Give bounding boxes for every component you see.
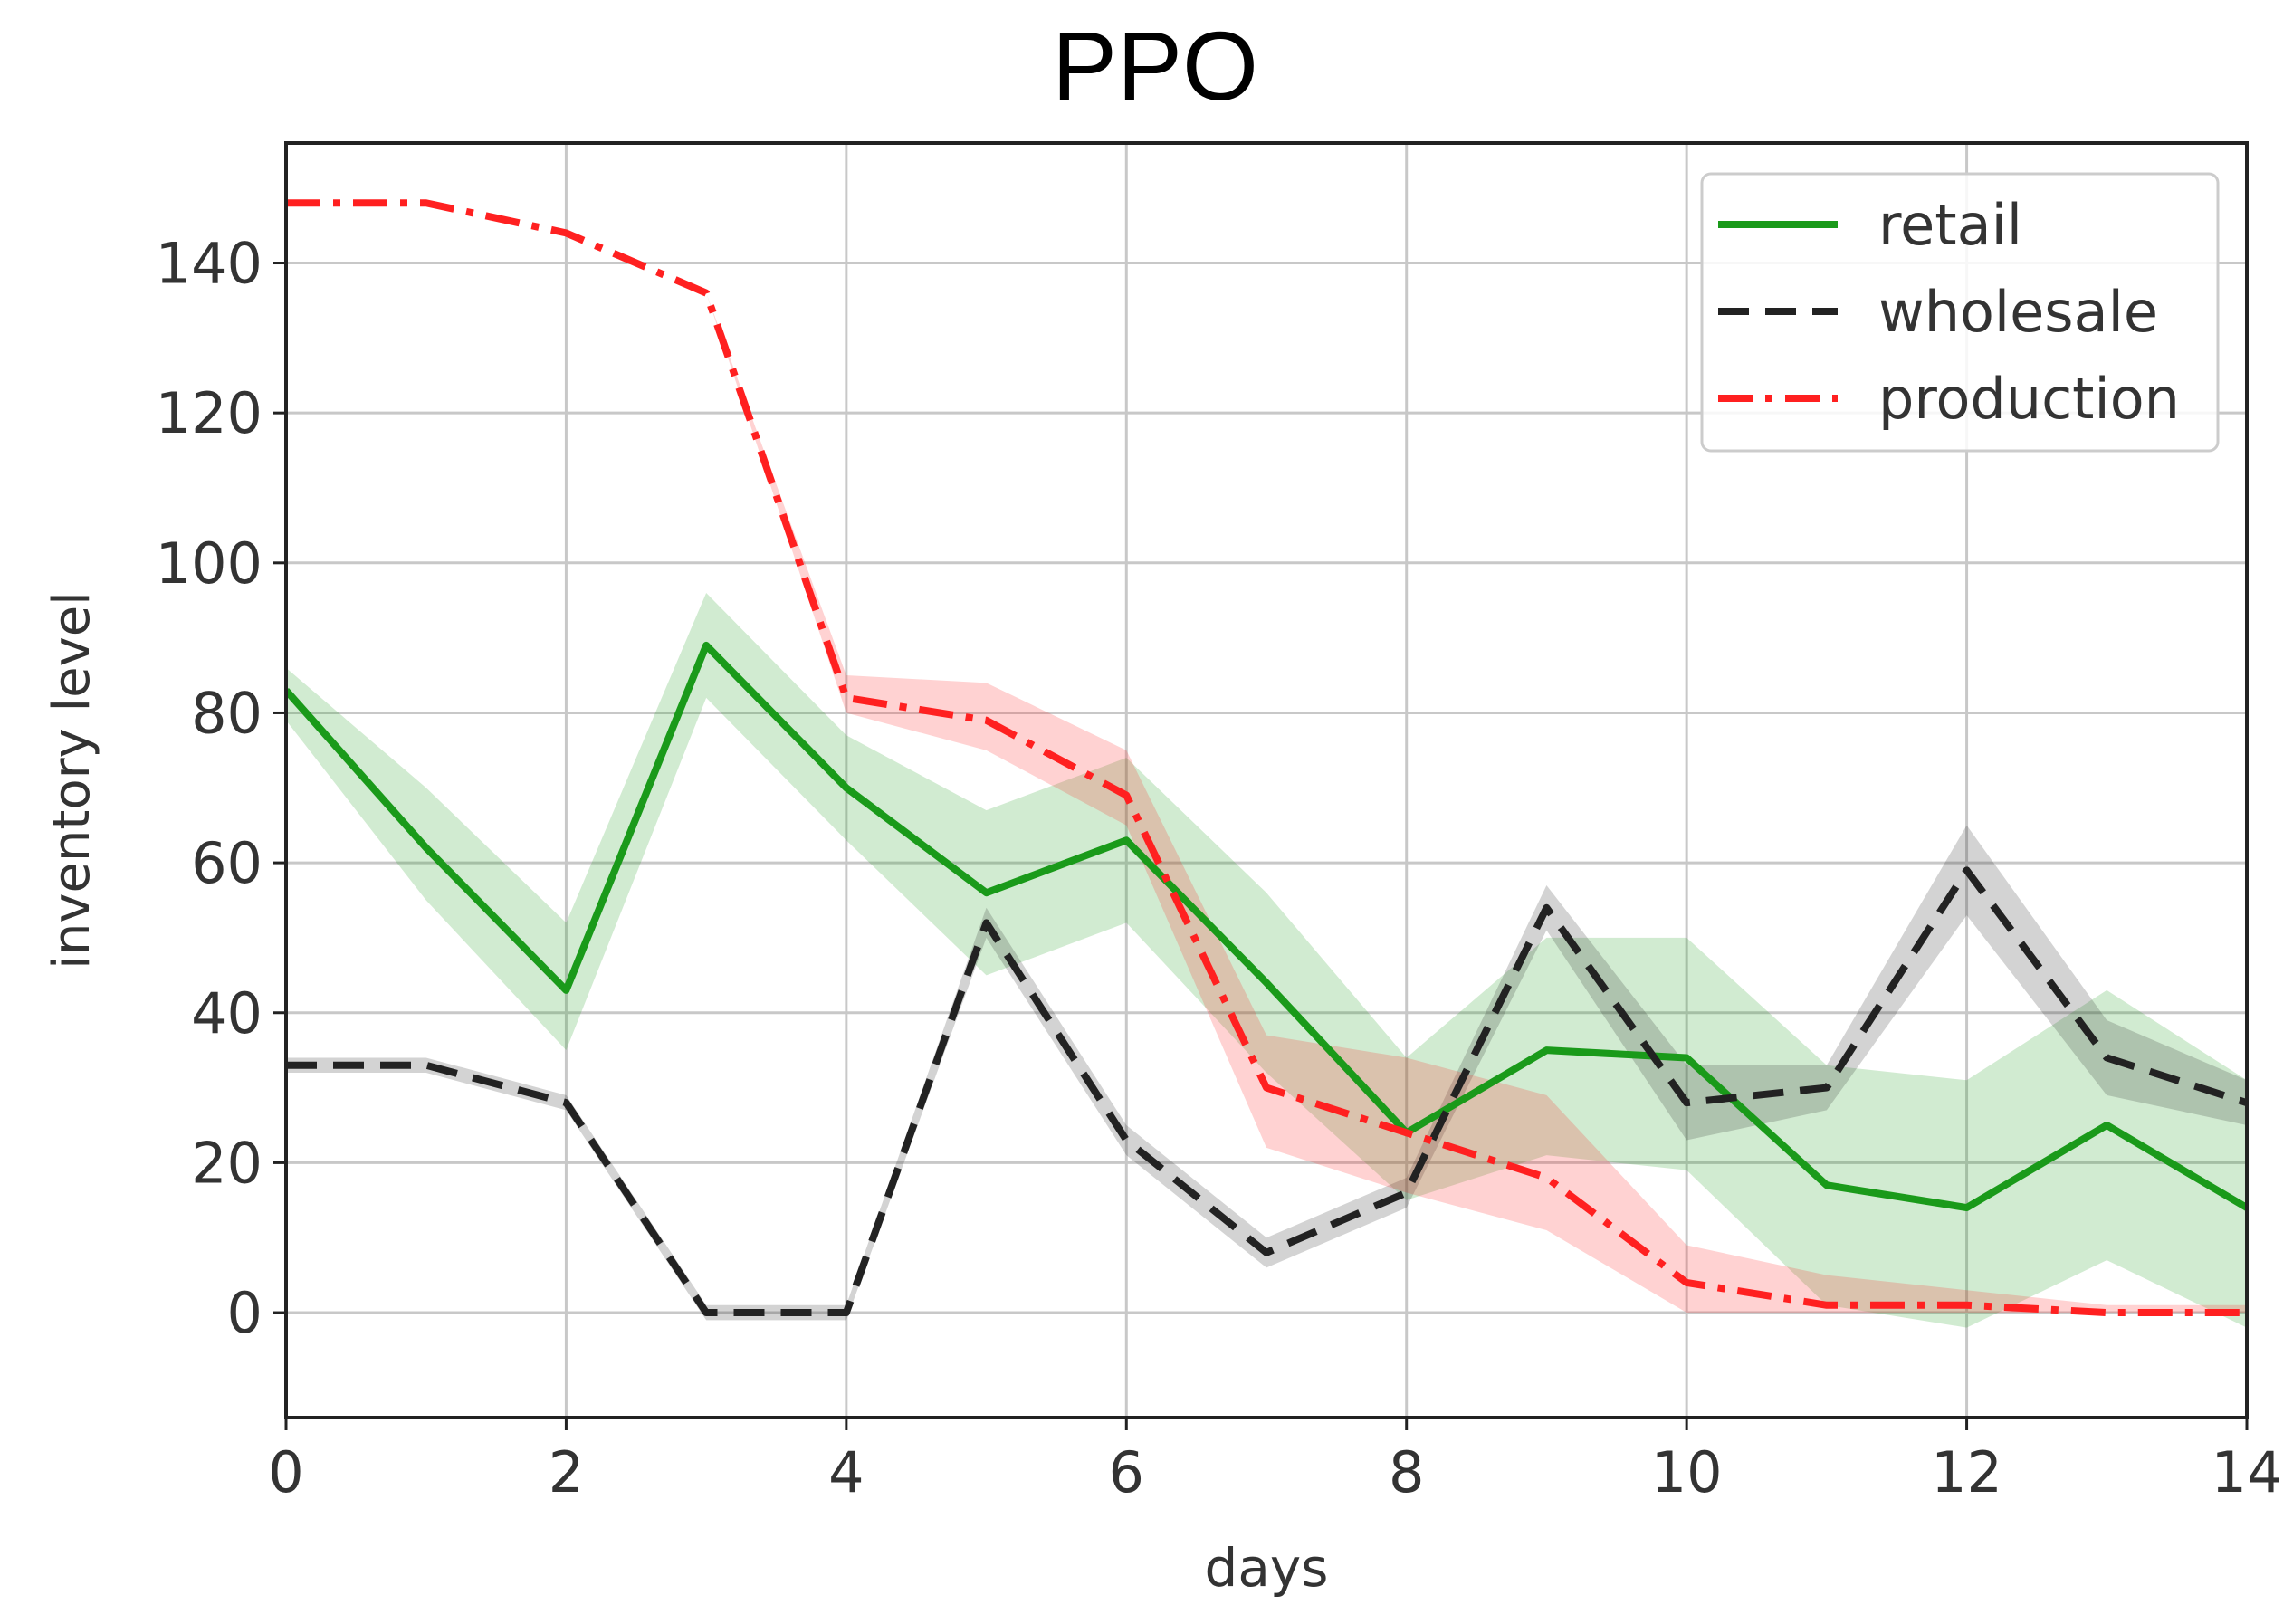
x-tick-label: 14 [2212,1439,2283,1505]
y-tick-label: 20 [191,1130,263,1196]
production-point [1545,1177,1547,1179]
wholesale-point [1125,1140,1127,1142]
retail-point [986,892,988,893]
wholesale-point [986,922,988,923]
retail-point [2106,1124,2107,1126]
retail-line [286,641,2247,1212]
production-point [1125,795,1127,797]
wholesale-point [2106,1056,2107,1058]
production-point [1266,1087,1267,1089]
y-axis: 0 20 40 60 80 100 120 140 [156,231,286,1346]
retail-confidence-band [286,592,2247,1328]
production-point [425,202,427,204]
retail-point [1125,839,1127,841]
production-point [565,232,567,234]
retail-point [425,847,427,849]
production-point [2106,1312,2107,1314]
production-point [1966,1304,1968,1306]
x-tick-label: 10 [1651,1439,1723,1505]
retail-point [1686,1056,1687,1058]
production-point [1406,1132,1408,1133]
y-tick-label: 140 [156,231,263,297]
x-tick-label: 12 [1931,1439,2002,1505]
production-point [986,720,988,721]
wholesale-point [1406,1192,1408,1194]
wholesale-point [1266,1252,1267,1254]
legend-label-retail: retail [1878,192,2022,258]
production-line [286,199,2247,1317]
y-axis-label: inventory level [43,591,101,969]
production-point [1686,1282,1687,1284]
x-tick-label: 2 [549,1439,584,1505]
retail-point [565,989,567,991]
y-tick-label: 0 [227,1280,263,1346]
y-tick-label: 40 [191,980,263,1046]
production-point [705,292,707,294]
wholesale-point [1686,1102,1687,1103]
wholesale-point [1966,869,1968,871]
x-tick-label: 8 [1389,1439,1424,1505]
wholesale-point [846,1312,847,1314]
series-lines [286,199,2247,1317]
x-tick-label: 0 [268,1439,303,1505]
y-tick-label: 120 [156,380,263,446]
wholesale-point [425,1065,427,1066]
chart-title: PPO [1051,11,1259,120]
retail-point [1266,982,1267,984]
y-tick-label: 80 [191,680,263,746]
x-tick-label: 4 [828,1439,864,1505]
production-point [1826,1304,1828,1306]
retail-point [1826,1184,1828,1186]
legend-box [1700,172,2220,453]
y-tick-label: 100 [156,530,263,597]
legend: retail wholesale production [1700,172,2220,453]
retail-point [1966,1207,1968,1208]
wholesale-point [1826,1087,1828,1089]
plot-frame [284,141,2249,1419]
production-point [846,697,847,699]
x-axis: 0 2 4 6 8 10 12 14 [268,1418,2282,1505]
retail-point [705,645,707,646]
wholesale-line [286,866,2247,1317]
wholesale-point [565,1102,567,1103]
wholesale-point [705,1312,707,1314]
wholesale-point [1545,907,1547,909]
y-tick-label: 60 [191,830,263,896]
legend-label-production: production [1878,366,2180,432]
retail-point [846,787,847,788]
retail-point [1545,1049,1547,1051]
x-axis-label: days [1205,1537,1329,1599]
legend-label-wholesale: wholesale [1878,279,2158,345]
x-tick-label: 6 [1109,1439,1144,1505]
